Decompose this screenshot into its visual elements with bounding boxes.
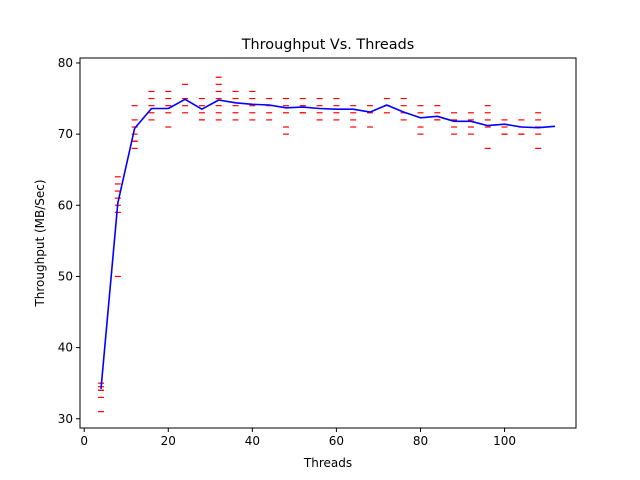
mean-throughput-line — [100, 98, 556, 389]
x-tick-label: 20 — [161, 434, 176, 448]
x-tick-label: 80 — [413, 434, 428, 448]
axis-ticks: 0 20 40 60 80 100 30 40 50 60 70 80 — [58, 56, 516, 448]
y-tick-label: 30 — [58, 412, 73, 426]
x-tick-label: 100 — [493, 434, 516, 448]
y-tick-label: 80 — [58, 56, 73, 70]
x-tick-label: 0 — [80, 434, 88, 448]
chart-title: Throughput Vs. Threads — [241, 37, 414, 53]
axes-frame — [79, 57, 577, 429]
y-tick-label: 60 — [58, 198, 73, 212]
y-tick-label: 50 — [58, 269, 73, 283]
x-axis-label: Threads — [303, 456, 352, 470]
plot-marks — [98, 76, 556, 413]
y-tick-label: 70 — [58, 127, 73, 141]
y-axis-label: Throughput (MB/Sec) — [33, 179, 47, 307]
x-tick-label: 60 — [329, 434, 344, 448]
y-tick-label: 40 — [58, 341, 73, 355]
x-tick-label: 40 — [245, 434, 260, 448]
